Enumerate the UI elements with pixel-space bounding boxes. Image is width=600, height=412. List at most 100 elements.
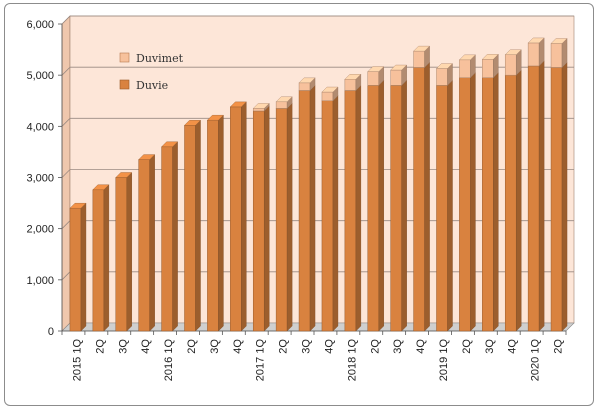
y-tick-label: 5,000 (26, 70, 54, 82)
bar-duvie-side (309, 85, 316, 332)
bar-duvie (504, 69, 522, 332)
bar-duvimet (481, 53, 499, 79)
bar-duvimet-top (390, 64, 408, 71)
bar-duvie-front (413, 67, 425, 332)
x-tick-label: 2018 1Q (346, 339, 358, 382)
bar-duvimet (436, 63, 453, 86)
bar-duvie-front (115, 177, 128, 332)
x-tick-label: 2020 1Q (530, 339, 542, 382)
bar-duvie (367, 79, 385, 332)
bar-duvie-front (92, 189, 105, 332)
bar-duvimet-front (321, 91, 334, 101)
bar-duvimet-front (390, 69, 402, 86)
bar-duvie-front (390, 85, 402, 332)
bar-duvie-side (493, 72, 499, 332)
bar-duvie (527, 60, 545, 332)
bar-duvimet-front (459, 59, 471, 78)
bar-duvie-side (241, 101, 247, 332)
bar-duvie-front (184, 125, 196, 332)
bar-duvie-side (424, 62, 430, 332)
x-tick-label: 3Q (117, 339, 129, 354)
y-axis: 0 1,000 2,000 3,000 4,000 5,000 6,000 (26, 19, 63, 338)
bar-duvie-front (527, 65, 540, 332)
bar-duvie-front (321, 100, 334, 332)
x-tick-label: 3Q (301, 339, 313, 354)
bar-duvimet-front (482, 59, 494, 78)
bar-duvie-front (344, 90, 357, 332)
y-tick-label: 0 (48, 326, 54, 338)
bar-duvie-front (367, 85, 380, 332)
x-tick-label: 2Q (461, 339, 473, 354)
bar-duvie-top (206, 114, 224, 121)
bar-duvimet-top (436, 63, 453, 69)
bar-duvimet (321, 86, 339, 102)
bar-duvie (458, 72, 476, 332)
x-tick-label: 3Q (392, 339, 404, 354)
y-tick-label: 2,000 (26, 224, 54, 236)
bar-duvie (184, 119, 201, 332)
bar-duvimet-top (275, 96, 293, 102)
x-tick-label: 2015 1Q (71, 339, 83, 382)
bar-duvie-front (436, 85, 448, 332)
x-tick-label: 3Q (209, 339, 221, 354)
bar-duvie-side (401, 79, 407, 332)
bar-duvie (138, 154, 156, 332)
bar-duvimet-front (344, 79, 357, 91)
bar-duvie-front (459, 77, 471, 332)
x-tick-label: 3Q (484, 339, 496, 354)
bar-duvie (92, 184, 110, 332)
bar-duvimet-top (252, 103, 270, 109)
x-tick-label: 4Q (323, 339, 335, 354)
gridline-depth (61, 15, 71, 25)
bar-duvimet (527, 37, 545, 67)
bar-duvie (436, 79, 453, 332)
x-tick-label: 2Q (186, 339, 198, 354)
bar-duvie-front (69, 207, 82, 332)
bar-duvie (161, 141, 179, 332)
bar-duvie-side (355, 85, 362, 332)
legend-label-duvie: Duvie (136, 79, 168, 92)
gridline-depth (61, 118, 71, 127)
bar-duvimet (344, 73, 362, 91)
bar-duvie-side (516, 69, 522, 332)
bar-duvimet-front (298, 82, 311, 91)
bar-duvie-side (126, 172, 132, 332)
bar-duvie-top (184, 120, 201, 126)
bar-duvimet-front (413, 50, 425, 68)
bar-duvie-front (504, 74, 517, 332)
bar-duvimet-front (436, 68, 448, 86)
bar-duvie-front (275, 108, 288, 332)
bar-duvimet-front (252, 108, 265, 112)
bar-duvie (229, 101, 247, 332)
bar-duvie-side (538, 60, 545, 332)
x-tick-label: 4Q (140, 339, 152, 354)
bar-duvie (390, 79, 408, 332)
bar-duvie (252, 105, 270, 332)
bar-duvie (115, 172, 133, 332)
bar-duvie-side (103, 184, 110, 332)
bar-duvie-side (149, 154, 155, 332)
bar-duvimet-top (504, 49, 522, 55)
bar-duvimet (298, 77, 316, 91)
bar-duvimet-front (527, 42, 540, 67)
bar-duvie-top (161, 141, 179, 148)
bar-duvie-side (195, 119, 201, 332)
legend: Duvimet Duvie (119, 52, 184, 92)
bar-duvimet-front (367, 71, 380, 86)
bar-duvimet (458, 54, 476, 79)
x-tick-label: 4Q (232, 339, 244, 354)
bar-duvie-top (138, 154, 156, 160)
bar-duvimet-front (550, 43, 563, 68)
bar-duvie-side (286, 102, 293, 332)
gridline-depth (61, 220, 71, 229)
x-tick-label: 4Q (415, 339, 427, 354)
bar-duvie (344, 85, 362, 332)
bar-duvimet-front (504, 54, 517, 76)
bar-duvimet-top (298, 77, 316, 84)
x-tick-label: 2Q (94, 339, 106, 354)
bar-duvie-side (332, 95, 339, 332)
bar-duvie-side (378, 79, 384, 332)
bar-duvie-front (298, 90, 311, 332)
bar-duvie (321, 95, 339, 332)
bar-duvie (275, 102, 293, 332)
